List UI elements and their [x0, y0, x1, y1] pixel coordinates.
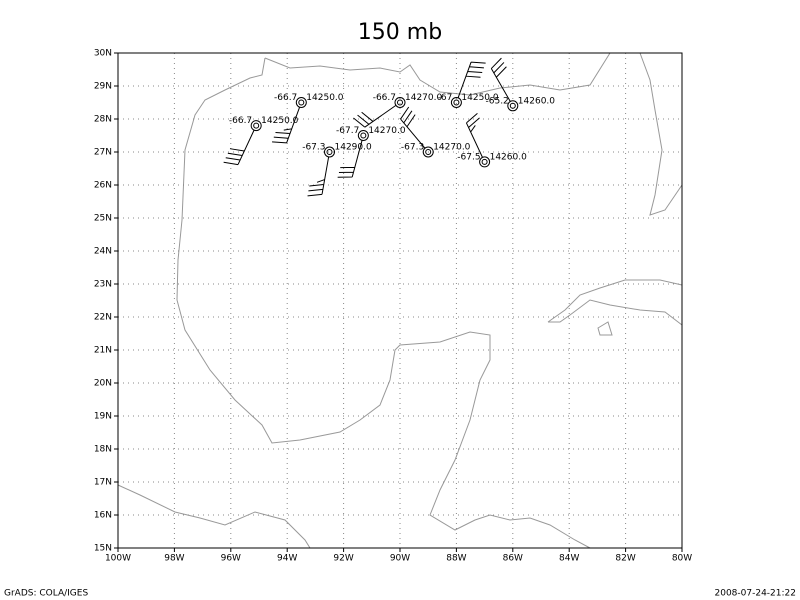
temperature-label: -67.3	[401, 143, 424, 153]
y-tick-label: 19N	[94, 412, 112, 422]
station-dot	[425, 149, 432, 155]
station-ring	[324, 146, 335, 158]
wind-barb	[465, 113, 483, 158]
y-tick-label: 22N	[94, 313, 112, 323]
station-ring	[295, 97, 307, 108]
station-ring	[450, 97, 462, 108]
x-tick-label: 94W	[277, 554, 297, 564]
station-ring	[507, 100, 519, 112]
x-tick-label: 88W	[446, 554, 466, 564]
wind-barb	[490, 57, 511, 102]
wind-barb	[353, 104, 397, 128]
height-label: 14290.0	[335, 143, 372, 153]
station-ring	[479, 156, 491, 168]
y-tick-label: 28N	[94, 115, 112, 125]
coastline	[176, 57, 591, 549]
wind-barb	[337, 140, 363, 178]
y-tick-label: 27N	[94, 148, 112, 158]
y-tick-label: 15N	[94, 544, 112, 554]
temperature-label: -67.3	[302, 143, 325, 153]
station-ring	[394, 97, 406, 108]
footer-right: 2008-07-24-21:22	[715, 589, 797, 599]
height-label: 14250.0	[461, 93, 498, 103]
height-label: 14270.0	[368, 126, 405, 136]
y-tick-label: 29N	[94, 82, 112, 92]
coastlines	[117, 52, 683, 549]
title: 150 mb	[358, 20, 442, 45]
height-label: 14250.0	[261, 116, 298, 126]
x-tick-label: 98W	[164, 554, 184, 564]
x-tick-label: 92W	[333, 554, 353, 564]
wind-barb	[223, 129, 255, 166]
y-tick-label: 25N	[94, 214, 112, 224]
x-tick-label: 86W	[503, 554, 523, 564]
coastline	[264, 52, 611, 96]
station-dot	[298, 99, 305, 106]
y-tick-label: 26N	[94, 181, 112, 191]
x-tick-label: 90W	[390, 554, 410, 564]
temperature-label: -67	[438, 93, 453, 103]
coastline	[117, 484, 311, 549]
y-tick-label: 24N	[94, 247, 112, 257]
x-tick-label: 82W	[615, 554, 635, 564]
height-label: 14260.0	[490, 152, 527, 162]
height-label: 14260.0	[518, 96, 555, 106]
x-tick-label: 100W	[105, 554, 131, 564]
station-ring	[422, 146, 434, 158]
station-dot	[481, 158, 488, 165]
temperature-label: -66.7	[373, 93, 396, 103]
coastline	[547, 279, 683, 323]
station-ring	[250, 120, 262, 132]
wind-barb	[307, 156, 330, 197]
y-tick-label: 21N	[94, 346, 112, 356]
wind-barb	[272, 107, 301, 144]
y-tick-label: 23N	[94, 280, 112, 290]
height-label: 14270.0	[405, 93, 442, 103]
station-dot	[253, 122, 260, 129]
station-dot	[397, 99, 403, 106]
station-dot	[360, 132, 367, 139]
map-frame	[117, 52, 683, 549]
coastline	[548, 299, 683, 326]
y-tick-label: 18N	[94, 445, 112, 455]
coastline	[639, 52, 683, 216]
footer-left: GrADS: COLA/IGES	[4, 589, 88, 599]
y-tick-label: 30N	[94, 49, 112, 59]
x-tick-label: 96W	[221, 554, 241, 564]
temperature-label: -66.7	[229, 116, 252, 126]
x-tick-label: 80W	[672, 554, 692, 564]
wind-barb	[400, 106, 426, 149]
y-tick-label: 20N	[94, 379, 112, 389]
coastline	[597, 321, 613, 336]
temperature-label: -67.5	[457, 152, 480, 162]
station-dot	[509, 102, 516, 109]
height-label: 14270.0	[433, 143, 470, 153]
wind-barb	[457, 61, 486, 98]
x-tick-label: 84W	[559, 554, 579, 564]
temperature-label: -67.7	[336, 126, 359, 136]
station-dot	[453, 99, 460, 106]
temperature-label: -66.7	[274, 93, 297, 103]
y-tick-label: 17N	[94, 478, 112, 488]
height-label: 14250.0	[306, 93, 343, 103]
station-ring	[357, 130, 369, 141]
y-tick-label: 16N	[94, 511, 112, 521]
temperature-label: -65.2	[486, 96, 509, 106]
station-dot	[326, 149, 333, 155]
